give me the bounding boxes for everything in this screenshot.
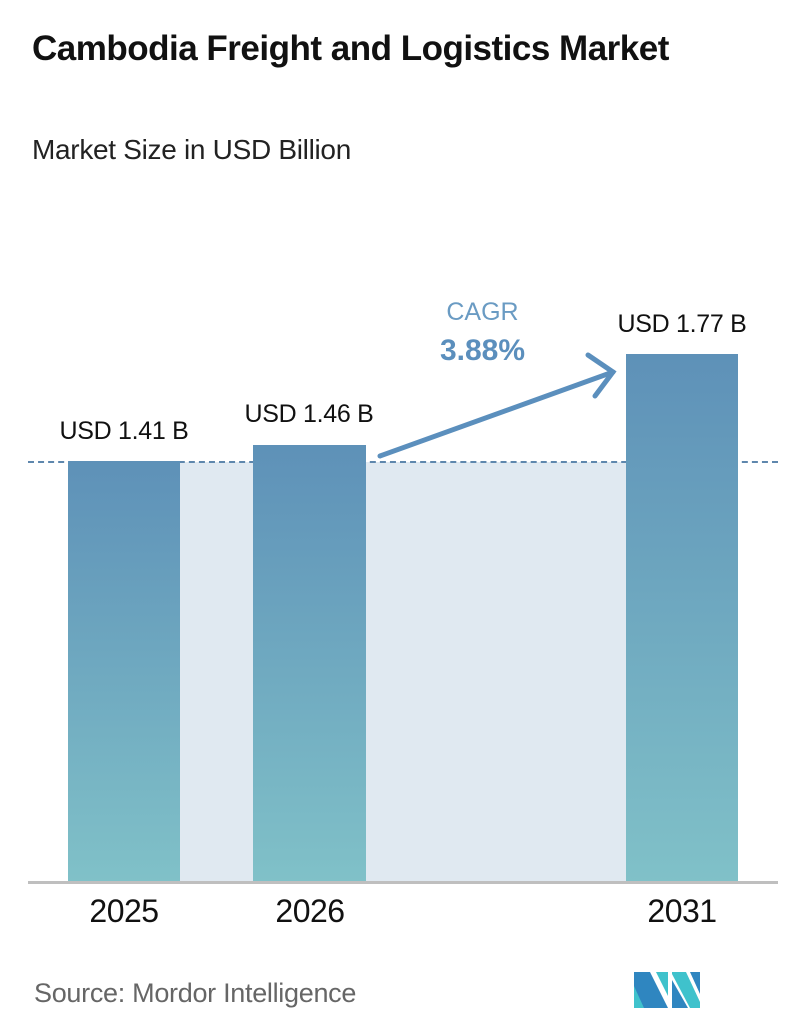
bar-value-label: USD 1.46 B bbox=[244, 400, 374, 428]
mordor-intelligence-logo-icon bbox=[634, 972, 700, 1008]
bar-2031 bbox=[626, 354, 738, 882]
bar-value-label: USD 1.77 B bbox=[617, 310, 747, 338]
x-axis-baseline bbox=[28, 881, 778, 884]
x-tick-label: 2025 bbox=[89, 893, 159, 929]
chart-subtitle: Market Size in USD Billion bbox=[32, 134, 351, 165]
bar-2025 bbox=[68, 461, 180, 882]
cagr-label: CAGR bbox=[446, 298, 519, 326]
source-text: Source: Mordor Intelligence bbox=[34, 978, 357, 1008]
bar-value-label: USD 1.41 B bbox=[59, 417, 189, 445]
x-tick-label: 2031 bbox=[647, 893, 717, 929]
cagr-value: 3.88% bbox=[439, 334, 526, 367]
x-tick-label: 2026 bbox=[275, 893, 345, 929]
bar-2026 bbox=[253, 445, 366, 882]
reference-dashed-line bbox=[28, 461, 778, 463]
chart-title: Cambodia Freight and Logistics Market bbox=[32, 29, 669, 68]
